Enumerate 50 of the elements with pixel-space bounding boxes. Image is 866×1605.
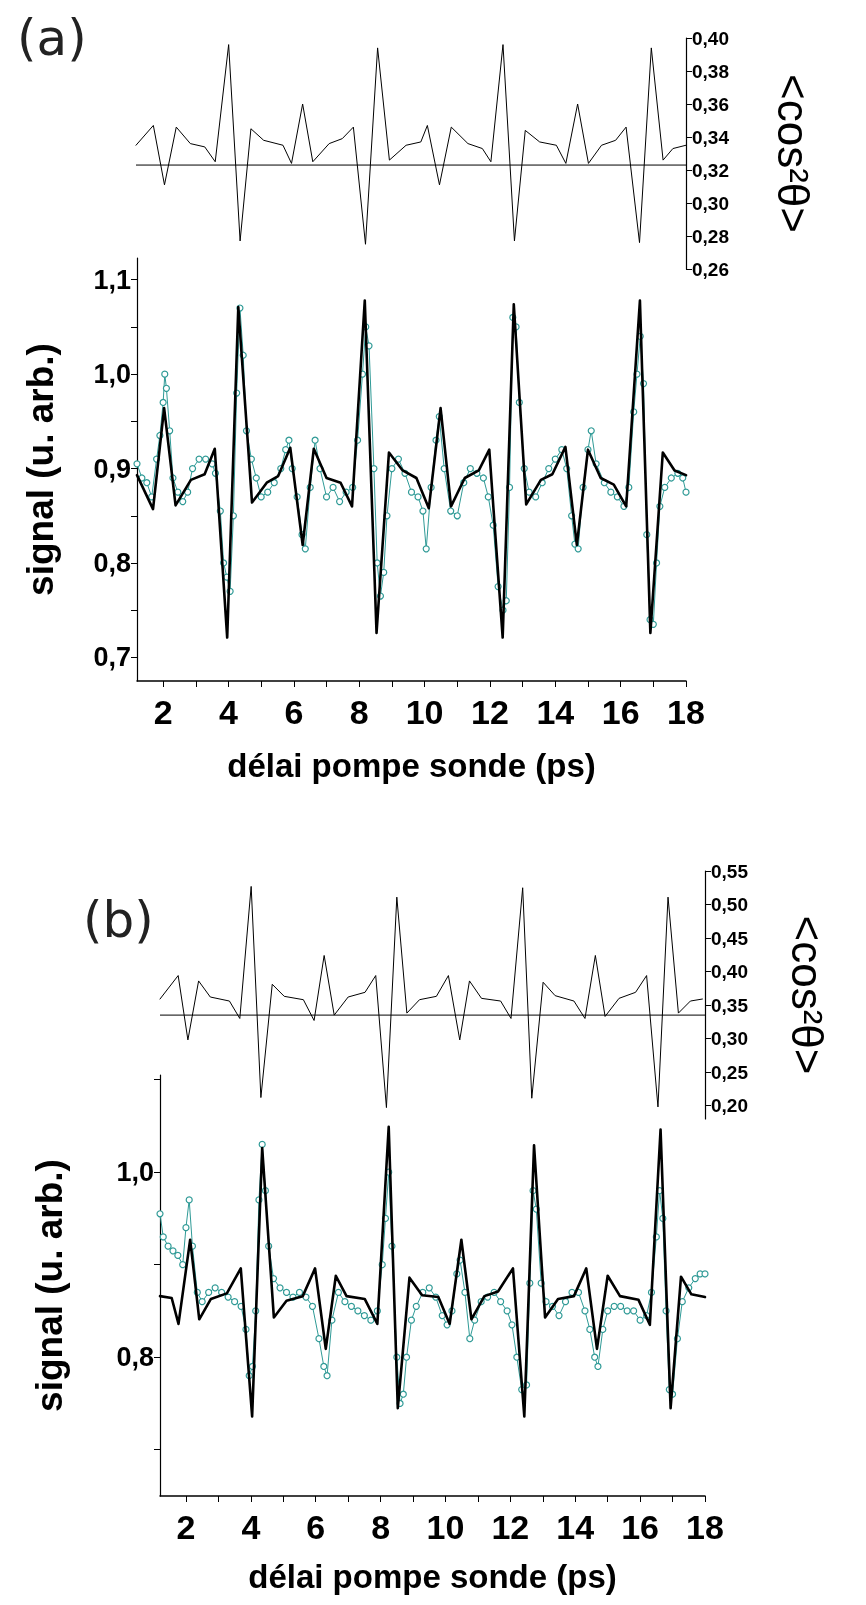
y-axis-title: <cos²θ> bbox=[768, 74, 818, 233]
y-tick-label: 1,0 bbox=[93, 359, 131, 390]
y-tick-label: 0,40 bbox=[711, 961, 748, 983]
y-tick-label: 1,1 bbox=[93, 264, 131, 295]
x-tick-label: 12 bbox=[491, 1508, 530, 1546]
y-tick-label: 0,20 bbox=[711, 1095, 748, 1117]
x-axis-title: délai pompe sonde (ps) bbox=[227, 747, 596, 784]
y-tick-label: 0,50 bbox=[711, 894, 748, 916]
chart-title: (a) bbox=[17, 9, 87, 67]
x-tick-label: 10 bbox=[426, 1508, 465, 1546]
x-tick-label: 18 bbox=[667, 693, 705, 731]
chart-title: (b) bbox=[83, 891, 154, 949]
y-tick-label: 0,28 bbox=[692, 225, 729, 247]
y-tick-label: 0,8 bbox=[116, 1342, 154, 1373]
x-tick-label: 2 bbox=[176, 1508, 196, 1546]
x-tick-label: 12 bbox=[471, 693, 509, 731]
y-axis-title: signal (u. arb.) bbox=[29, 1159, 70, 1412]
line-series bbox=[159, 885, 703, 1109]
y-tick-label: 0,40 bbox=[692, 27, 729, 49]
x-tick-label: 2 bbox=[153, 693, 173, 731]
x-tick-label: 8 bbox=[371, 1508, 391, 1546]
y-tick-label: 0,38 bbox=[692, 60, 729, 82]
y-tick-label: 0,30 bbox=[711, 1028, 748, 1050]
x-tick-label: 6 bbox=[306, 1508, 326, 1546]
y-tick-label: 0,7 bbox=[93, 642, 131, 673]
y-tick-label: 0,9 bbox=[93, 453, 131, 484]
x-axis-title: délai pompe sonde (ps) bbox=[248, 1558, 617, 1595]
y-tick-label: 0,8 bbox=[93, 547, 131, 578]
y-tick-label: 0,55 bbox=[711, 860, 749, 882]
y-tick-label: 0,35 bbox=[711, 994, 749, 1016]
x-tick-label: 16 bbox=[601, 693, 640, 731]
y-tick-label: 0,36 bbox=[692, 93, 729, 115]
y-axis-title: <cos²θ> bbox=[782, 915, 832, 1075]
x-tick-label: 10 bbox=[405, 693, 444, 731]
y-tick-label: 0,32 bbox=[692, 159, 729, 181]
y-tick-label: 1,0 bbox=[116, 1157, 154, 1188]
x-tick-label: 6 bbox=[284, 693, 304, 731]
x-tick-label: 18 bbox=[686, 1508, 724, 1546]
y-tick-label: 0,45 bbox=[711, 927, 749, 949]
x-tick-label: 14 bbox=[536, 693, 575, 731]
y-tick-label: 0,34 bbox=[692, 126, 730, 148]
y-tick-label: 0,30 bbox=[692, 192, 729, 214]
y-axis-title: signal (u. arb.) bbox=[20, 343, 61, 596]
x-tick-label: 4 bbox=[241, 1508, 261, 1546]
x-tick-label: 14 bbox=[556, 1508, 595, 1546]
x-tick-label: 8 bbox=[349, 693, 369, 731]
y-tick-label: 0,25 bbox=[711, 1061, 749, 1083]
x-tick-label: 16 bbox=[621, 1508, 660, 1546]
y-tick-label: 0,26 bbox=[692, 258, 729, 280]
x-tick-label: 4 bbox=[219, 693, 239, 731]
